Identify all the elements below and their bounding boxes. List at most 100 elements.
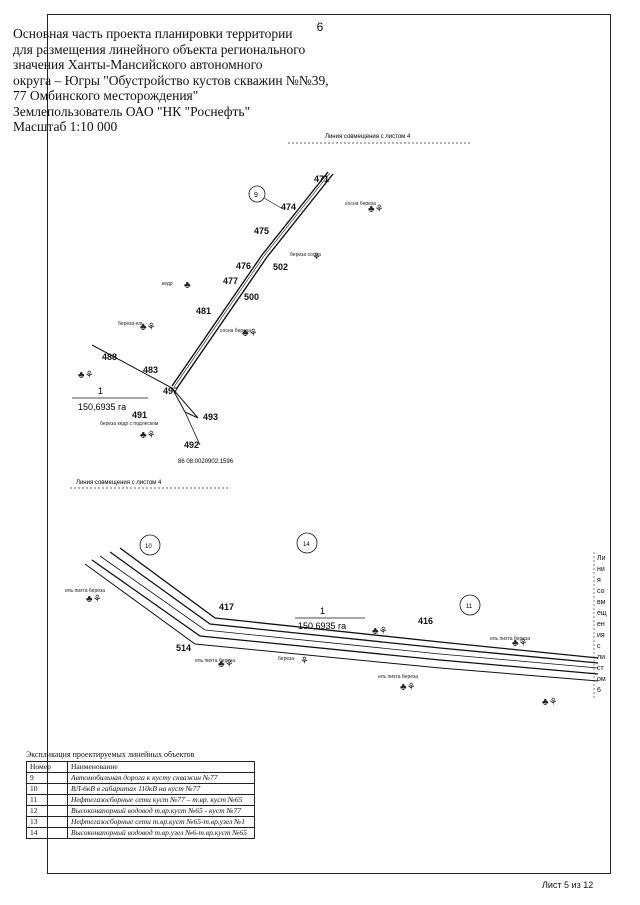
title-line: Основная часть проекта планировки террит… — [13, 26, 293, 41]
table-row: 14 Высоконапорный водовод т.вр.узел №6-т.… — [26, 827, 255, 839]
point-label: 471 — [314, 174, 329, 184]
legend-num: 10 — [26, 783, 68, 795]
legend-name: Нефтегазосборные сети куст №77 – т.вр. к… — [67, 794, 255, 806]
tree-note: береза — [278, 656, 294, 662]
tree-note: береза сосна — [290, 252, 321, 258]
legend-num: 13 — [26, 816, 68, 828]
tree-note: ель пихта береза — [195, 658, 235, 664]
tree-icon: ♣⚘ — [400, 682, 416, 693]
point-label: 493 — [203, 412, 218, 422]
tree-icon: ♣⚘ — [218, 659, 234, 670]
object-circle-label: 9 — [254, 192, 258, 199]
title-block: Основная часть проекта планировки террит… — [13, 26, 443, 135]
tree-icon: ♣⚘ — [368, 204, 384, 215]
title-line: Масштаб 1:10 000 — [13, 119, 118, 134]
object-circle-label: 11 — [466, 604, 473, 610]
side-text: ом — [597, 676, 606, 683]
point-label: 492 — [184, 440, 199, 450]
legend-name: Нефтегазосборные сети т.вр.куст №65-т.вр… — [67, 816, 255, 828]
legend-name: Высоконапорный водовод т.вр.узел №6-т.вр… — [67, 827, 255, 839]
legend-caption: Экспликация проектируемых линейных объек… — [26, 750, 195, 759]
table-row: 12 Высоконапорный водовод т.вр.куст №65 -… — [26, 805, 255, 817]
point-label: 491 — [132, 410, 147, 420]
tree-icon: ♣⚘ — [242, 328, 258, 339]
table-row: 11 Нефтегазосборные сети куст №77 – т.вр.… — [26, 794, 255, 806]
side-text: ен — [597, 621, 605, 628]
point-label: 500 — [244, 292, 259, 302]
point-label: 483 — [143, 365, 158, 375]
tree-icon: ♣⚘ — [78, 370, 94, 381]
tree-icon: ♣⚘ — [140, 322, 156, 333]
point-label: 481 — [196, 306, 211, 316]
drawing-sheet-frame — [47, 14, 611, 874]
area-number-lower: 1 — [320, 606, 325, 616]
page-number: 6 — [316, 20, 324, 34]
side-text: ещ — [597, 610, 607, 617]
legend-header: Наименование — [67, 761, 255, 773]
tree-note: кедр — [162, 281, 173, 287]
area-number: 1 — [98, 386, 103, 396]
tree-icon: ♣⚘ — [512, 638, 528, 649]
point-label: 502 — [273, 262, 288, 272]
title-line: значения Ханты-Мансийского автономного — [13, 57, 263, 72]
side-text: ия — [597, 632, 605, 639]
side-text: с — [597, 643, 601, 650]
match-line-bottom-label: Линия совмещения с листом 4 — [76, 480, 162, 486]
tree-icon: ♣⚘ — [542, 697, 558, 708]
point-label: 476 — [236, 261, 251, 271]
sheet-footer: Лист 5 из 12 — [542, 880, 594, 890]
point-label: 514 — [176, 643, 191, 653]
table-row: 10 ВЛ-6кВ в габаритах 110кВ на куст №77 — [26, 783, 255, 795]
point-label: 497 — [163, 386, 178, 396]
legend-header-row: Номер Наименование — [26, 761, 255, 773]
legend-num: 14 — [26, 827, 68, 839]
point-label: 474 — [281, 202, 296, 212]
point-label: 417 — [219, 602, 234, 612]
lower-corridor — [84, 547, 599, 682]
side-text: Ли — [597, 555, 606, 562]
object-circle-label: 14 — [303, 542, 310, 548]
side-text: вм — [597, 599, 606, 606]
upper-corridor — [91, 171, 334, 446]
tree-icon: ♣⚘ — [86, 594, 102, 605]
tree-note: ель пихта береза — [490, 636, 530, 642]
point-label: 416 — [418, 616, 433, 626]
object-circle-10 — [139, 534, 161, 556]
title-line: округа – Югры "Обустройство кустов скваж… — [13, 72, 329, 88]
tree-note: береза ель — [118, 321, 144, 327]
side-text: ст — [597, 665, 605, 672]
legend-name: Автомобильная дорога к кусту скважин №77 — [67, 772, 255, 784]
side-text: ли — [597, 654, 605, 661]
object-circle-14 — [296, 532, 318, 554]
tree-note: ель пихта береза — [65, 588, 105, 594]
point-label: 475 — [254, 226, 269, 236]
title-line: для размещения линейного объекта региона… — [13, 41, 306, 57]
table-row: 9 Автомобильная дорога к кусту скважин №7… — [26, 772, 255, 784]
side-text: 6 — [597, 687, 601, 694]
area-value: 150,6935 га — [78, 402, 126, 412]
title-line: Землепользователь ОАО "НК "Роснефть" — [13, 103, 251, 119]
side-text: со — [597, 588, 605, 595]
legend-num: 12 — [26, 805, 68, 817]
tree-icon: ⚘ — [300, 656, 309, 667]
legend-block: Экспликация проектируемых линейных объек… — [26, 750, 255, 839]
side-text: я — [597, 577, 601, 584]
tree-note: береза кедр с подлеском — [100, 421, 159, 427]
tree-note: сосна береза — [220, 328, 251, 334]
point-label: 488 — [102, 352, 117, 362]
tree-icon: ♣ — [184, 280, 191, 291]
tree-icon: ⚘ — [312, 252, 321, 263]
legend-name: ВЛ-6кВ в габаритах 110кВ на куст №77 — [67, 783, 255, 795]
table-row: 13 Нефтегазосборные сети т.вр.куст №65-т.… — [26, 816, 255, 828]
object-circle-11 — [459, 594, 481, 616]
tree-note: ель пихта береза — [378, 674, 418, 680]
legend-num: 11 — [26, 794, 68, 806]
tree-note: сосна береза — [345, 201, 376, 207]
object-circle-label: 10 — [145, 544, 152, 550]
match-line-top-label: Линия совмещения с листом 4 — [325, 134, 411, 140]
legend-name: Высоконапорный водовод т.вр.куст №65 - к… — [67, 805, 255, 817]
tree-icon: ♣⚘ — [372, 626, 388, 637]
area-value-lower: 150,6935 га — [298, 621, 346, 631]
tree-icon: ♣⚘ — [140, 430, 156, 441]
